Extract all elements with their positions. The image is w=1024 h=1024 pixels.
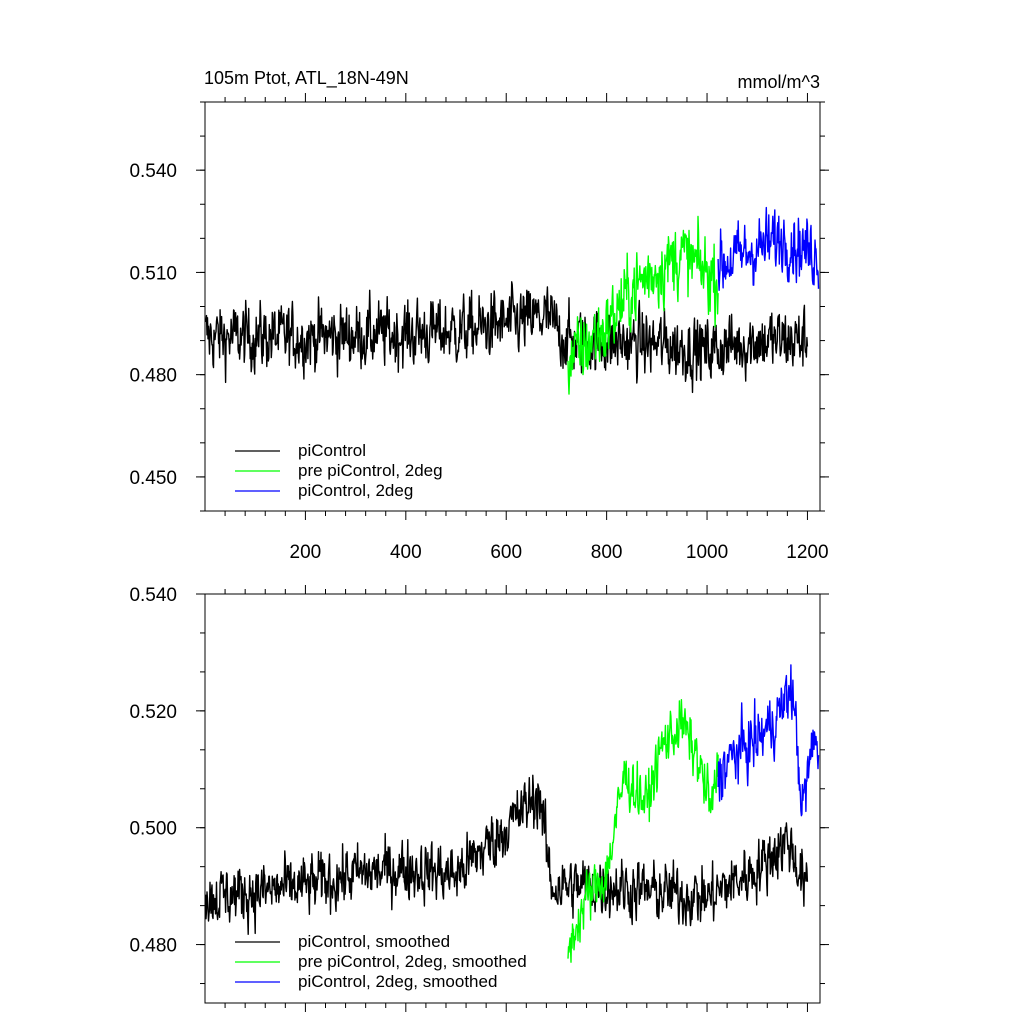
bottom-series-group (204, 664, 820, 963)
bottom-y-tick-label: 0.480 (129, 936, 177, 957)
bottom-legend-label-piControl-2deg-smoothed: piControl, 2deg, smoothed (298, 972, 497, 991)
top-panel: 105m Ptot, ATL_18N-49N mmol/m^3 200 400 60… (129, 68, 829, 563)
bottom-series-line-picontrol-2deg-smoothed (717, 664, 820, 817)
top-x-tick-label: 600 (490, 542, 522, 563)
top-legend-label-piControl-2deg: piControl, 2deg (298, 481, 413, 500)
bottom-legend: piControl, smoothed pre piControl, 2deg,… (235, 932, 527, 991)
top-y-tick-label: 0.480 (129, 366, 177, 387)
top-series-group (204, 206, 820, 395)
top-series-line-picontrol-2deg (717, 206, 820, 291)
top-x-tick-label: 200 (290, 542, 322, 563)
top-x-tick-label: 1200 (786, 542, 828, 563)
bottom-legend-label-pre-piControl-2deg-smoothed: pre piControl, 2deg, smoothed (298, 952, 527, 971)
top-legend-label-pre-piControl-2deg: pre piControl, 2deg (298, 461, 443, 480)
bottom-y-tick-label: 0.540 (129, 585, 177, 606)
top-legend: piControl pre piControl, 2deg piControl,… (235, 441, 443, 500)
bottom-axis-ticks: 0.480 0.500 0.520 0.540 (129, 585, 829, 1012)
top-x-tick-label: 1000 (686, 542, 728, 563)
top-title-right: mmol/m^3 (738, 72, 820, 92)
top-series-line-pre-picontrol-2deg (567, 215, 719, 395)
bottom-y-tick-label: 0.500 (129, 819, 177, 840)
bottom-y-tick-label: 0.520 (129, 702, 177, 723)
top-x-tick-label: 400 (390, 542, 422, 563)
top-legend-label-piControl: piControl (298, 441, 366, 460)
bottom-series-line-picontrol-smoothed (204, 774, 809, 935)
top-axis-ticks: 200 400 600 800 1000 1200 0.450 0.480 0.510 0.540 (129, 93, 829, 563)
top-y-tick-label: 0.450 (129, 468, 177, 489)
top-y-tick-label: 0.540 (129, 161, 177, 182)
bottom-panel: 0.480 0.500 0.520 0.540 piControl, smoothed… (129, 585, 829, 1012)
top-series-line-picontrol (204, 281, 809, 394)
top-title-left: 105m Ptot, ATL_18N-49N (204, 68, 409, 89)
bottom-series-line-pre-picontrol-2deg-smoothed (567, 699, 719, 963)
top-plot-frame (204, 101, 821, 512)
bottom-plot-frame (204, 593, 821, 1004)
bottom-legend-label-piControl-smoothed: piControl, smoothed (298, 932, 450, 951)
top-x-tick-label: 800 (591, 542, 623, 563)
top-y-tick-label: 0.510 (129, 263, 177, 284)
